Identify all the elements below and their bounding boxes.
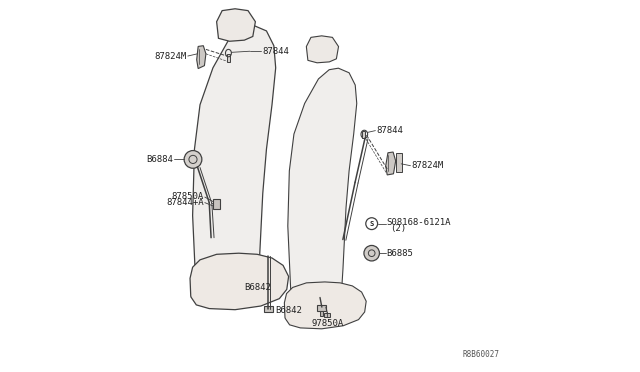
Bar	[362, 131, 365, 138]
Text: 87824M: 87824M	[412, 161, 444, 170]
Text: 87844: 87844	[262, 47, 289, 56]
Bar	[396, 153, 401, 172]
PathPatch shape	[190, 253, 289, 310]
Bar	[227, 54, 230, 62]
PathPatch shape	[284, 282, 366, 329]
PathPatch shape	[386, 152, 396, 175]
PathPatch shape	[193, 25, 276, 297]
Text: 87844+A: 87844+A	[166, 198, 204, 207]
PathPatch shape	[196, 46, 206, 68]
Bar	[317, 305, 326, 311]
Text: S08168-6121A: S08168-6121A	[387, 218, 451, 227]
Text: B6884: B6884	[147, 155, 173, 164]
Text: B6885: B6885	[387, 249, 413, 258]
Text: 97850A: 97850A	[312, 319, 344, 328]
Text: B6842: B6842	[275, 306, 302, 315]
Text: (2): (2)	[390, 224, 406, 233]
PathPatch shape	[216, 9, 255, 41]
Bar	[213, 199, 220, 209]
Text: B6842: B6842	[244, 283, 271, 292]
Text: S: S	[369, 221, 374, 227]
Circle shape	[184, 151, 202, 168]
Bar	[324, 312, 330, 317]
Circle shape	[364, 246, 380, 261]
Bar	[264, 307, 273, 312]
Text: 87850A: 87850A	[172, 192, 204, 201]
PathPatch shape	[307, 36, 339, 63]
Text: R8B60027: R8B60027	[462, 350, 499, 359]
Text: 87824M: 87824M	[155, 52, 187, 61]
PathPatch shape	[288, 68, 356, 294]
Bar	[320, 311, 323, 316]
Text: 87844: 87844	[376, 126, 403, 135]
